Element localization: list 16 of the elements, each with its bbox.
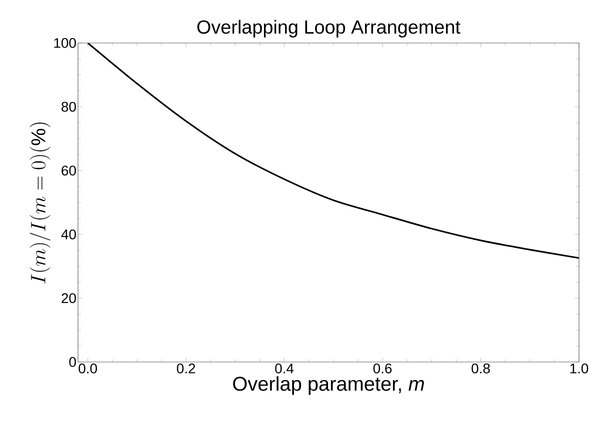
chart-title: Overlapping Loop Arrangement (197, 20, 460, 38)
x-axis-title: Overlap parameter, m (233, 376, 424, 395)
y-tick-label: 20 (62, 293, 76, 304)
y-axis-title: $I(m)/I(m=0)(\%)$ (30, 122, 50, 284)
x-tick-label: 0.8 (472, 364, 490, 374)
y-tick-label: 0 (69, 357, 76, 367)
y-tick-label: 80 (62, 102, 76, 112)
x-tick-label: 0.0 (78, 364, 97, 374)
y-tick-label: 100 (54, 38, 76, 48)
x-tick-label: 1.0 (570, 364, 588, 374)
x-tick-label: 0.2 (176, 364, 196, 374)
y-tick-label: 40 (61, 229, 76, 240)
x-tick-label: 0.6 (373, 364, 392, 374)
line-series (87, 42, 580, 259)
y-tick-label: 60 (62, 166, 76, 176)
x-tick-label: 0.4 (275, 364, 294, 374)
